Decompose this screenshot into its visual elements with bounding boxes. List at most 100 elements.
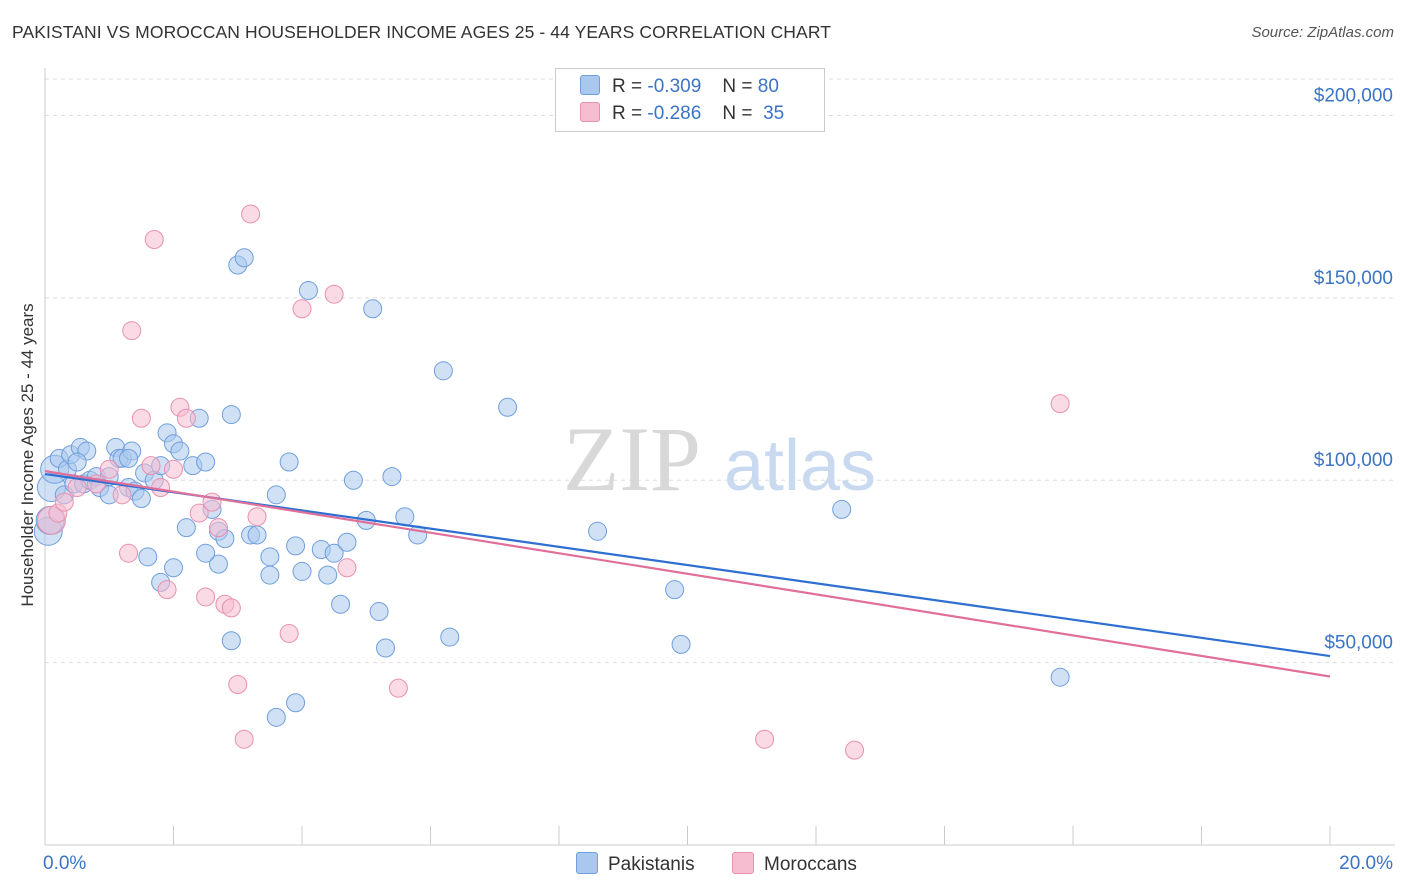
moroccan-point bbox=[164, 459, 183, 479]
trend-lines bbox=[44, 470, 1331, 678]
moroccan-point bbox=[221, 598, 241, 618]
moroccan-point bbox=[845, 740, 865, 760]
pakistani-point bbox=[363, 299, 383, 319]
moroccan-point bbox=[755, 729, 775, 749]
y-tick-label: $50,000 bbox=[1324, 633, 1393, 654]
bottom-legend-moroccans: Moroccans bbox=[732, 852, 857, 876]
pakistanis-legend-swatch bbox=[576, 852, 598, 874]
pakistani-point bbox=[369, 602, 389, 622]
pakistani-point bbox=[324, 543, 344, 563]
legend-row-pakistanis: R = -0.309 N = 80 bbox=[580, 75, 779, 101]
pakistani-point bbox=[247, 525, 267, 545]
moroccan-point bbox=[279, 623, 299, 643]
pakistani-point bbox=[588, 521, 608, 541]
moroccan-point bbox=[141, 456, 161, 476]
moroccans-trend-line bbox=[44, 470, 1331, 678]
pakistani-point bbox=[266, 485, 286, 505]
moroccan-point bbox=[67, 478, 87, 498]
moroccan-point bbox=[228, 675, 248, 695]
moroccans-legend-swatch bbox=[732, 852, 754, 874]
scatter-points bbox=[33, 204, 1070, 760]
pakistanis-swatch bbox=[580, 75, 600, 95]
moroccan-point bbox=[241, 204, 261, 224]
axes bbox=[44, 68, 1395, 846]
legend-n-label: N = bbox=[722, 103, 753, 124]
moroccan-point bbox=[112, 485, 132, 505]
y-axis-label: Householder Income Ages 25 - 44 years bbox=[18, 303, 37, 607]
pakistani-point bbox=[208, 554, 228, 574]
pakistani-point bbox=[176, 518, 196, 538]
moroccan-point bbox=[122, 321, 142, 341]
grid-lines bbox=[45, 78, 1395, 664]
legend-r-value-moroccans: -0.286 bbox=[647, 103, 702, 124]
pakistani-point bbox=[1050, 667, 1070, 687]
moroccan-point bbox=[119, 543, 139, 563]
watermark-zip: ZIP bbox=[563, 408, 701, 510]
legend-n-value-pakistanis: 80 bbox=[757, 76, 779, 97]
correlation-legend: R = -0.309 N = 80 R = -0.286 N = 35 bbox=[555, 68, 825, 132]
watermark-atlas: atlas bbox=[724, 426, 876, 506]
legend-r-label: R = bbox=[612, 76, 643, 97]
pakistani-point bbox=[433, 361, 453, 381]
legend-r-value-pakistanis: -0.309 bbox=[647, 76, 702, 97]
x-tick-label: 20.0% bbox=[1339, 853, 1393, 874]
pakistani-point bbox=[138, 547, 158, 567]
moroccan-point bbox=[234, 729, 254, 749]
moroccan-point bbox=[388, 678, 408, 698]
moroccan-point bbox=[324, 284, 344, 304]
moroccan-point bbox=[54, 492, 74, 512]
pakistani-point bbox=[286, 693, 306, 713]
moroccan-point bbox=[131, 408, 151, 428]
pakistani-point bbox=[196, 543, 216, 563]
pakistani-point bbox=[376, 638, 396, 658]
pakistani-point bbox=[196, 452, 216, 472]
moroccan-point bbox=[337, 558, 357, 578]
pakistani-point bbox=[343, 470, 363, 490]
x-tick-labels: 0.0% 20.0% bbox=[43, 853, 1393, 874]
pakistani-point bbox=[665, 580, 685, 600]
moroccan-point bbox=[247, 507, 267, 527]
legend-row-moroccans: R = -0.286 N = 35 bbox=[580, 102, 784, 128]
pakistani-point bbox=[498, 397, 518, 417]
y-tick-label: $200,000 bbox=[1314, 85, 1393, 106]
pakistani-point bbox=[221, 405, 241, 425]
bottom-legend-pakistanis: Pakistanis bbox=[576, 852, 695, 876]
pakistani-point bbox=[234, 248, 254, 268]
pakistani-point bbox=[119, 448, 139, 468]
pakistani-point bbox=[832, 499, 852, 519]
pakistani-point bbox=[331, 594, 351, 614]
moroccan-point bbox=[208, 518, 228, 538]
pakistani-point bbox=[221, 631, 241, 651]
moroccans-swatch bbox=[580, 102, 600, 122]
moroccan-point bbox=[189, 503, 209, 523]
pakistani-point bbox=[131, 488, 151, 508]
watermark: ZIP atlas bbox=[563, 408, 876, 510]
moroccan-point bbox=[157, 580, 177, 600]
chart-title: PAKISTANI VS MOROCCAN HOUSEHOLDER INCOME… bbox=[12, 22, 832, 42]
moroccan-point bbox=[99, 459, 119, 479]
source-label: Source: ZipAtlas.com bbox=[1251, 24, 1394, 41]
moroccan-point bbox=[1050, 394, 1070, 414]
y-tick-labels: $50,000 $100,000 $150,000 $200,000 bbox=[1314, 85, 1393, 653]
legend-r-label: R = bbox=[612, 103, 643, 124]
pakistanis-legend-label: Pakistanis bbox=[608, 854, 695, 875]
legend-n-label: N = bbox=[722, 76, 753, 97]
pakistani-point bbox=[279, 452, 299, 472]
pakistani-point bbox=[266, 707, 286, 727]
pakistani-point bbox=[67, 452, 87, 472]
pakistani-point bbox=[671, 634, 691, 654]
pakistani-point bbox=[170, 441, 190, 461]
y-tick-label: $150,000 bbox=[1314, 268, 1393, 289]
pakistani-point bbox=[292, 561, 312, 581]
moroccans-legend-label: Moroccans bbox=[764, 854, 857, 875]
pakistani-point bbox=[382, 467, 402, 487]
legend-n-value-moroccans: 35 bbox=[763, 103, 785, 124]
pakistani-point bbox=[298, 281, 318, 301]
pakistani-point bbox=[260, 565, 280, 585]
pakistani-point bbox=[440, 627, 460, 647]
moroccan-point bbox=[176, 408, 196, 428]
pakistani-point bbox=[164, 558, 183, 578]
moroccan-point bbox=[196, 587, 216, 607]
x-tick-label: 0.0% bbox=[43, 853, 86, 874]
